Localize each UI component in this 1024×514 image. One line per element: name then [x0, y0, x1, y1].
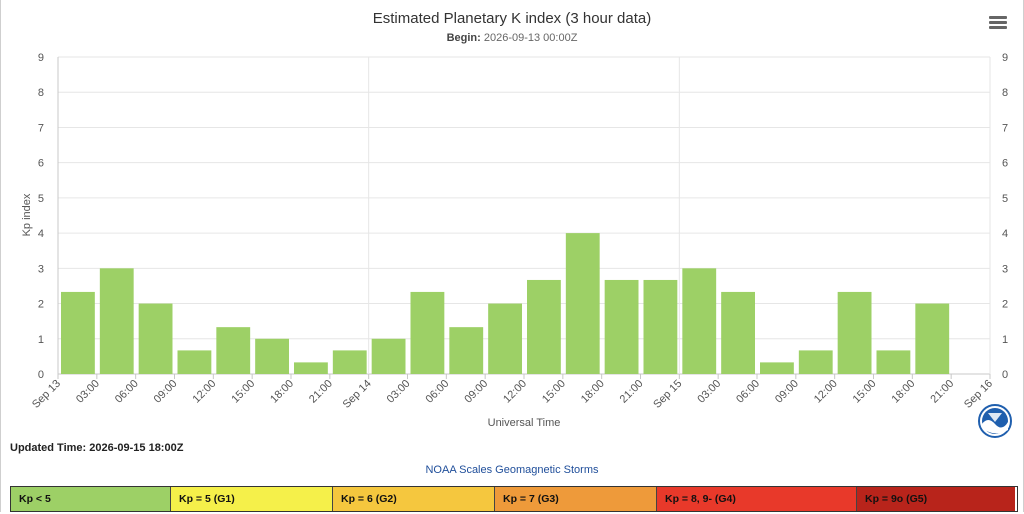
kp-bar [527, 279, 561, 374]
kp-bar [837, 291, 872, 374]
y-tick-label-left: 9 [38, 52, 44, 64]
x-tick-label: Sep 15 [651, 378, 684, 411]
kp-bar [643, 279, 678, 374]
begin-label: Begin: [446, 32, 481, 44]
scale-kp-6-g2: Kp = 6 (G2) [333, 487, 495, 511]
kp-bar [371, 338, 406, 374]
y-tick-label-left: 1 [38, 334, 44, 346]
x-tick-label: 09:00 [773, 378, 801, 406]
y-tick-label-left: 4 [38, 228, 44, 240]
y-tick-label-right: 2 [1002, 299, 1008, 311]
kp-bar [138, 303, 173, 374]
kp-bar [177, 350, 212, 374]
y-tick-label-right: 9 [1002, 52, 1008, 64]
chart-grid [57, 56, 991, 375]
kp-bar [410, 291, 445, 374]
chart-subtitle: Begin: 2026-09-13 00:00Z [0, 32, 1024, 44]
y-tick-label-left: 6 [38, 158, 44, 170]
x-tick-label: 21:00 [307, 378, 335, 406]
x-tick-label: 21:00 [618, 378, 646, 406]
y-axis-left: 0 1 2 3 4 5 6 7 8 9 [38, 52, 44, 381]
updated-time: Updated Time: 2026-09-15 18:00Z [10, 442, 184, 454]
hamburger-menu-icon[interactable] [989, 16, 1007, 30]
x-tick-label: 18:00 [890, 378, 918, 406]
kp-bar [449, 327, 484, 374]
y-tick-label-right: 7 [1002, 122, 1008, 134]
noaa-logo-icon [978, 404, 1012, 438]
kp-bar [915, 303, 950, 374]
y-tick-label-left: 5 [38, 193, 44, 205]
scale-kp-below-5: Kp < 5 [11, 487, 171, 511]
scale-kp-8-9-g4: Kp = 8, 9- (G4) [657, 487, 857, 511]
y-tick-label-right: 6 [1002, 158, 1008, 170]
y-tick-label-left: 7 [38, 122, 44, 134]
kp-bar [604, 279, 639, 374]
chart-title: Estimated Planetary K index (3 hour data… [372, 10, 652, 27]
geomagnetic-scale-bar: Kp < 5 Kp = 5 (G1) Kp = 6 (G2) Kp = 7 (G… [10, 486, 1018, 512]
y-tick-label-right: 8 [1002, 87, 1008, 99]
y-tick-label-left: 2 [38, 299, 44, 311]
x-tick-label: 21:00 [928, 378, 956, 406]
kp-bar [216, 327, 251, 374]
x-tick-label: 12:00 [812, 378, 840, 406]
kp-bar [255, 338, 289, 374]
begin-value: 2026-09-13 00:00Z [483, 32, 578, 44]
scale-kp-7-g3: Kp = 7 (G3) [495, 487, 657, 511]
x-axis-title: Universal Time [488, 417, 561, 429]
y-axis-title: Kp index [21, 193, 33, 236]
x-tick-label: 12:00 [191, 378, 219, 406]
kp-bar [682, 268, 717, 374]
y-tick-label-right: 1 [1002, 334, 1008, 346]
y-tick-label-right: 3 [1002, 263, 1008, 275]
kp-bar [876, 350, 911, 374]
kp-bar [61, 291, 95, 374]
kp-bar [488, 303, 522, 374]
chart-bars [61, 233, 950, 374]
kp-index-chart: 0 1 2 3 4 5 6 7 8 9 0 1 2 3 4 5 6 7 8 9 Sep 13 03:00 06:00 09… [21, 52, 1008, 429]
y-tick-label-right: 4 [1002, 228, 1008, 240]
noaa-scales-link[interactable]: NOAA Scales Geomagnetic Storms [425, 464, 599, 476]
x-tick-label: Sep 14 [341, 378, 374, 411]
scale-kp-9o-g5: Kp = 9o (G5) [857, 487, 1015, 511]
y-tick-label-left: 8 [38, 87, 44, 99]
kp-bar [294, 362, 328, 374]
x-tick-label: 18:00 [268, 378, 296, 406]
kp-bar [721, 291, 755, 374]
x-axis: Sep 13 03:00 06:00 09:00 12:00 15:00 18:00 21:0… [30, 374, 995, 411]
y-tick-label-left: 3 [38, 263, 44, 275]
x-tick-label: 15:00 [851, 378, 879, 406]
x-tick-label: 06:00 [424, 378, 452, 406]
x-tick-label: 09:00 [462, 378, 490, 406]
x-tick-label: 06:00 [734, 378, 762, 406]
x-tick-label: 15:00 [540, 378, 568, 406]
kp-bar [99, 268, 134, 374]
x-tick-label: 12:00 [501, 378, 529, 406]
kp-bar [760, 362, 794, 374]
kp-bar [332, 350, 367, 374]
x-tick-label: 03:00 [385, 378, 413, 406]
x-tick-label: 06:00 [113, 378, 141, 406]
y-tick-label-right: 0 [1002, 369, 1008, 381]
kp-bar [565, 233, 600, 374]
y-tick-label-right: 5 [1002, 193, 1008, 205]
x-tick-label: 09:00 [152, 378, 180, 406]
y-axis-right: 0 1 2 3 4 5 6 7 8 9 [1002, 52, 1008, 381]
y-tick-label-left: 0 [38, 369, 44, 381]
x-tick-label: 18:00 [579, 378, 607, 406]
x-tick-label: 15:00 [229, 378, 257, 406]
kp-bar [798, 350, 833, 374]
x-tick-label: 03:00 [695, 378, 723, 406]
x-tick-label: Sep 13 [30, 378, 63, 411]
x-tick-label: 03:00 [74, 378, 102, 406]
scale-kp-5-g1: Kp = 5 (G1) [171, 487, 333, 511]
